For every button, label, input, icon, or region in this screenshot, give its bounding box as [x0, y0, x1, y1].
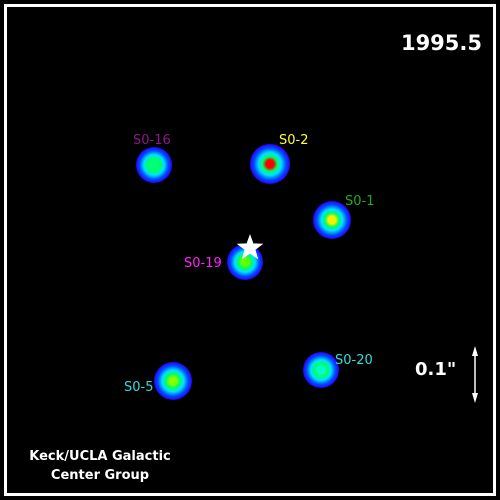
label-s0-19: S0-19: [184, 256, 222, 271]
star-s0-5: [154, 362, 192, 400]
star-s0-2: [250, 144, 290, 184]
five-point-star-icon: [236, 234, 264, 260]
star-s0-16: [136, 147, 172, 183]
image-border: [4, 4, 496, 496]
label-s0-5: S0-5: [124, 380, 154, 395]
epoch-year: 1995.5: [400, 31, 482, 55]
star-s0-20: [303, 352, 339, 388]
credit-line-2: Center Group: [50, 468, 150, 483]
star-s0-1: [313, 201, 351, 239]
double-arrow-icon: [472, 346, 478, 403]
label-s0-2: S0-2: [279, 133, 309, 148]
credit-line-1: Keck/UCLA Galactic: [29, 449, 171, 464]
credit-text: Keck/UCLA Galactic Center Group: [16, 447, 184, 485]
label-s0-1: S0-1: [345, 194, 375, 209]
label-s0-16: S0-16: [133, 133, 171, 148]
scale-bar-label: 0.1": [415, 359, 457, 380]
label-s0-20: S0-20: [335, 353, 373, 368]
